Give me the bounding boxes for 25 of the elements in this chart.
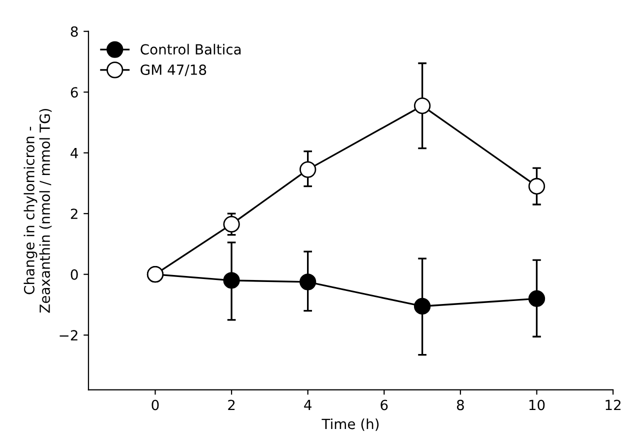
x-tick-label: 12 [606, 400, 620, 410]
y-tick-label: 8 [70, 26, 78, 37]
point [300, 161, 316, 178]
x-tick-label: 4 [304, 400, 312, 410]
legend-label: Control Baltica [140, 44, 241, 55]
legend-label: GM 47/18 [140, 64, 206, 76]
point [414, 298, 431, 315]
point [528, 290, 546, 307]
x-tick-label: 8 [456, 400, 464, 410]
y-tick-label: −2 [60, 330, 78, 340]
x-tick-label: 10 [529, 400, 545, 410]
x-axis-title: Time (h) [322, 418, 379, 431]
y-tick-label: 4 [70, 148, 78, 158]
point [223, 216, 240, 233]
point [414, 97, 431, 114]
y-tick-label: 0 [70, 269, 78, 280]
point [528, 178, 546, 195]
y-tick-label: 2 [70, 208, 78, 219]
point [223, 272, 240, 289]
y-tick-label: 6 [70, 87, 78, 98]
x-tick-label: 0 [152, 400, 159, 410]
x-tick-label: 2 [228, 400, 235, 410]
y-axis-title: Change in chylomicron - Zeaxanthin (nmol / mmol TG) [24, 108, 52, 313]
point [300, 274, 316, 290]
x-tick-label: 6 [380, 400, 388, 410]
